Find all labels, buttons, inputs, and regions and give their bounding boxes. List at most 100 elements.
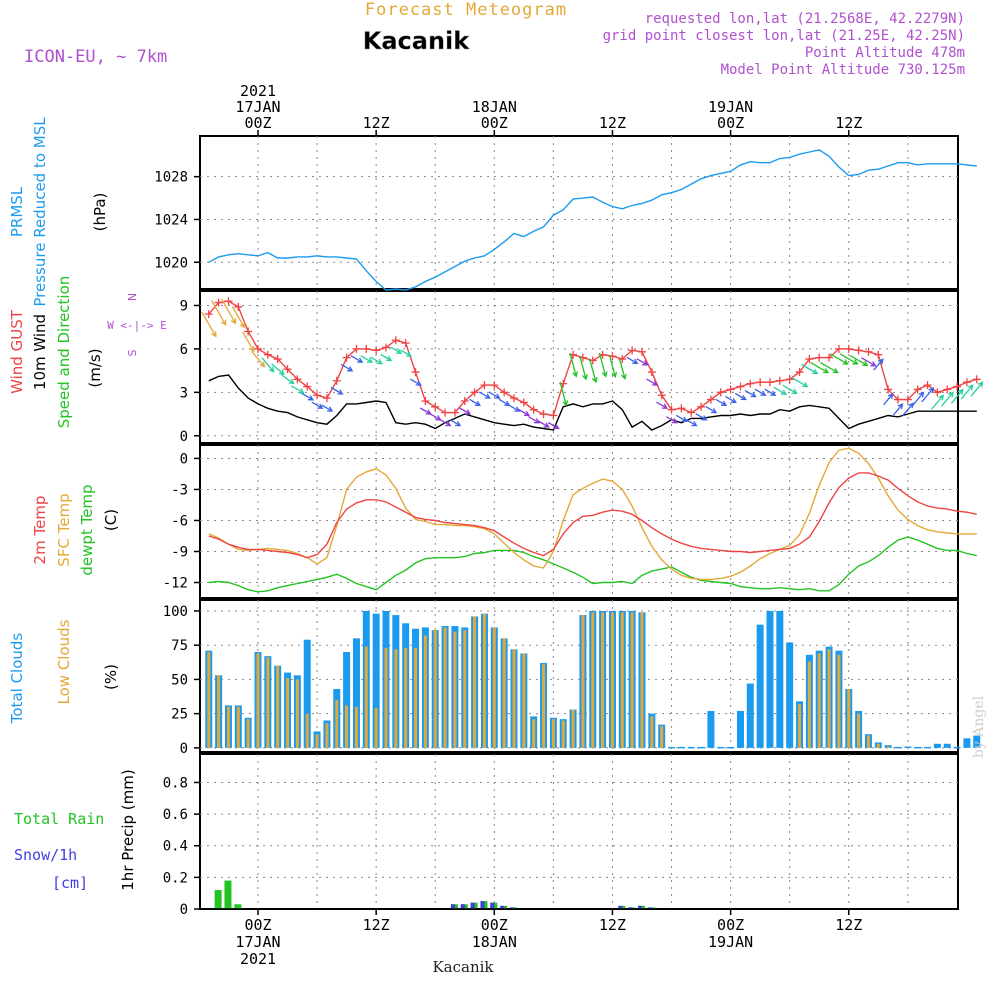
total-cloud-bar <box>303 639 311 748</box>
total-cloud-bar <box>914 746 922 749</box>
wind-arrow <box>626 356 639 365</box>
wind-gust-marker <box>884 385 893 394</box>
time-label-bottom: 12Z <box>599 916 626 934</box>
snow-bar <box>480 901 485 909</box>
wind-arrow <box>598 352 608 378</box>
snow-bar <box>647 907 652 909</box>
time-label-top: 2021 <box>240 82 276 100</box>
wind-gust-marker <box>972 375 981 384</box>
low-cloud-bar <box>414 647 418 748</box>
wind-10m-line <box>208 374 977 431</box>
wind-arrow <box>902 402 914 417</box>
wind-arrow <box>589 358 598 384</box>
model-label: ICON-EU, ~ 7km <box>24 47 167 67</box>
wind-arrow <box>340 363 354 372</box>
wind-arrow <box>390 346 403 354</box>
low-cloud-bar <box>463 630 467 748</box>
wind-gust-marker <box>450 408 459 417</box>
total-cloud-bar <box>697 746 705 749</box>
low-cloud-bar <box>551 719 555 748</box>
wind-arrow <box>321 404 334 412</box>
low-cloud-bar <box>364 646 368 748</box>
wind-arrow <box>439 419 452 427</box>
time-label-top: 12Z <box>835 114 862 132</box>
snow-bar <box>490 902 495 909</box>
temp-label: SFC Temp <box>55 493 73 566</box>
wind-arrow <box>518 408 531 417</box>
wind-arrow <box>744 390 757 398</box>
wind-arrow <box>665 416 678 424</box>
low-cloud-bar <box>217 675 221 748</box>
snow-bar <box>500 905 505 909</box>
wind-arrow <box>271 363 285 376</box>
low-cloud-bar <box>847 689 851 748</box>
wind-gust-marker <box>509 394 518 403</box>
wind-arrow <box>883 393 894 406</box>
wind-gust-marker <box>411 368 420 377</box>
clouds-label: Low Clouds <box>55 619 73 704</box>
total-cloud-bar <box>352 638 360 748</box>
wind-arrow <box>261 357 275 373</box>
low-cloud-bar <box>443 627 447 748</box>
wind-gust-marker <box>795 368 804 377</box>
wind-gust-marker <box>549 411 558 420</box>
t2m-line <box>208 472 977 559</box>
wind-gust-marker <box>490 381 499 390</box>
wind-arrow <box>931 394 945 410</box>
y-tick-label: 9 <box>180 298 188 314</box>
low-cloud-bar <box>286 678 290 748</box>
wind-gust-marker <box>775 376 784 385</box>
y-tick-label: 100 <box>163 604 188 620</box>
total-cloud-bar <box>766 610 774 748</box>
y-tick-label: 0 <box>180 741 188 757</box>
time-label-top: 17JAN <box>235 98 280 116</box>
info-line: Point Altitude 478m <box>805 45 965 61</box>
total-cloud-bar <box>372 613 380 748</box>
low-cloud-bar <box>561 720 565 748</box>
wind-gust-marker <box>431 402 440 411</box>
total-cloud-bar <box>953 746 961 749</box>
low-cloud-bar <box>374 708 378 748</box>
wind-gust-marker <box>539 410 548 419</box>
time-label-top: 12Z <box>599 114 626 132</box>
precip-unit: 1hr Precip (mm) <box>119 769 137 890</box>
time-label-bottom: 00Z <box>244 916 271 934</box>
wind-gust-marker <box>726 385 735 394</box>
total-cloud-bar <box>963 738 971 748</box>
total-cloud-bar <box>707 710 715 748</box>
wind-gust-marker <box>667 405 676 414</box>
total-cloud-bar <box>933 743 941 748</box>
wind-arrow <box>380 353 393 362</box>
time-label-top: 12Z <box>363 114 390 132</box>
wind-gust-marker <box>204 310 213 319</box>
total-cloud-bar <box>973 735 981 748</box>
low-cloud-bar <box>354 706 358 748</box>
total-cloud-bar <box>786 642 794 748</box>
panel-frame-wind <box>199 290 959 444</box>
low-cloud-bar <box>404 647 408 748</box>
total-cloud-bar <box>687 746 695 749</box>
wind-gust-marker <box>234 302 243 311</box>
wind-arrow <box>242 331 255 353</box>
wind-arrow <box>960 384 974 400</box>
low-cloud-bar <box>827 649 831 748</box>
total-cloud-bar <box>727 746 735 749</box>
wind-gust-marker <box>874 350 883 359</box>
low-cloud-bar <box>886 746 890 748</box>
low-cloud-bar <box>620 612 624 748</box>
wind-arrow <box>849 354 869 367</box>
time-label-top: 18JAN <box>472 98 517 116</box>
total-cloud-bar <box>894 746 902 749</box>
total-cloud-bar <box>736 710 744 748</box>
y-tick-label: -12 <box>163 575 188 591</box>
low-cloud-bar <box>591 612 595 748</box>
wind-gust-marker <box>401 339 410 348</box>
wind-gust-marker <box>372 346 381 355</box>
wind-gust-marker <box>962 378 971 387</box>
wind-arrow <box>547 421 560 430</box>
wind-arrow <box>873 358 884 371</box>
total-cloud-bar <box>776 610 784 748</box>
wind-gust-marker <box>244 327 253 336</box>
wind-arrow <box>469 398 481 406</box>
low-cloud-bar <box>857 713 861 748</box>
